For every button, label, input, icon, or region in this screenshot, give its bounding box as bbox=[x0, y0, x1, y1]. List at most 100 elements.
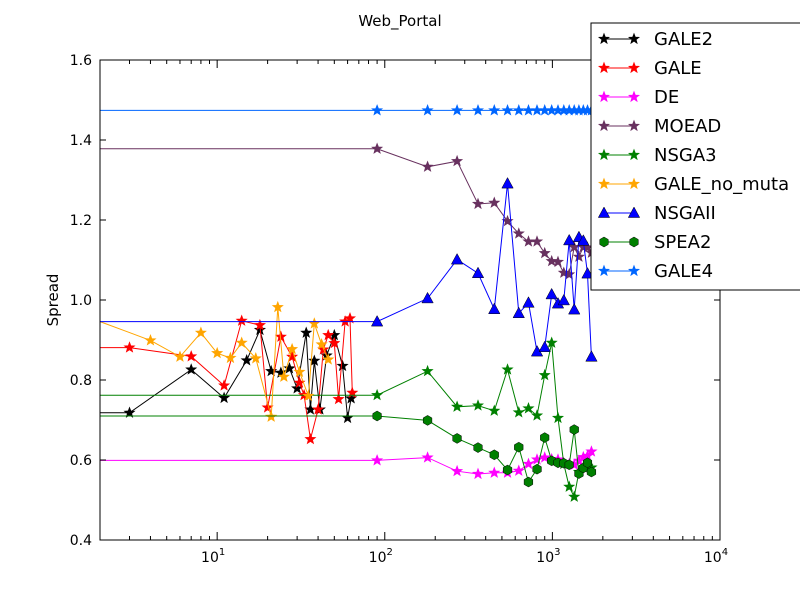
legend-item-nsga3: NSGA3 bbox=[597, 145, 717, 166]
data-point-nsgaii bbox=[450, 253, 464, 265]
data-point-spea2 bbox=[452, 433, 462, 444]
data-point-gale-no-muta bbox=[224, 351, 237, 364]
data-point-nsga3 bbox=[563, 480, 576, 492]
legend-marker bbox=[627, 90, 641, 103]
series-nsgaii bbox=[100, 177, 598, 362]
y-tick-label: 1.0 bbox=[70, 293, 92, 309]
series-gale-no-muta bbox=[99, 300, 335, 422]
y-tick-label: 0.6 bbox=[70, 453, 92, 469]
data-point-moead bbox=[530, 235, 544, 247]
data-point-de bbox=[371, 454, 384, 466]
legend-marker bbox=[597, 32, 611, 45]
x-tick-label: 101 bbox=[201, 547, 225, 566]
legend-marker bbox=[627, 148, 641, 161]
data-point-spea2 bbox=[502, 464, 513, 476]
data-point-nsgaii bbox=[471, 266, 485, 278]
series-line-gale bbox=[100, 317, 353, 440]
data-point-gale-no-muta bbox=[315, 338, 328, 350]
data-point-gale bbox=[235, 314, 248, 326]
y-tick-label: 1.4 bbox=[70, 133, 92, 149]
x-tick-label: 104 bbox=[704, 547, 728, 566]
data-point-gale bbox=[185, 350, 198, 362]
data-point-moead bbox=[557, 266, 570, 278]
data-point-gale bbox=[343, 312, 357, 324]
legend-label: SPEA2 bbox=[654, 232, 711, 253]
legend-label: NSGA3 bbox=[654, 145, 717, 166]
data-point-gale bbox=[311, 403, 325, 415]
legend-marker bbox=[629, 236, 639, 248]
data-point-gale-no-muta bbox=[235, 336, 248, 348]
data-point-de bbox=[522, 457, 535, 470]
legend-label: DE bbox=[654, 87, 679, 108]
data-point-nsga3 bbox=[450, 400, 464, 412]
legend-marker bbox=[597, 61, 611, 74]
data-point-gale bbox=[218, 379, 231, 391]
data-point-nsga3 bbox=[538, 368, 551, 381]
data-point-nsgaii bbox=[563, 233, 576, 246]
data-point-nsga3 bbox=[512, 406, 525, 418]
data-point-gale bbox=[293, 376, 306, 388]
data-point-gale-no-muta bbox=[249, 352, 262, 364]
data-point-gale2 bbox=[300, 326, 313, 338]
data-point-de bbox=[530, 453, 544, 465]
data-point-gale bbox=[332, 392, 345, 405]
data-point-nsga3 bbox=[488, 404, 501, 416]
data-point-gale-no-muta bbox=[211, 346, 224, 359]
legend-marker bbox=[597, 206, 611, 218]
data-point-nsgaii bbox=[545, 287, 558, 300]
legend-item-gale2: GALE2 bbox=[597, 29, 713, 50]
data-point-gale4 bbox=[450, 104, 464, 116]
y-axis-label: Spread bbox=[44, 274, 62, 327]
data-point-gale2 bbox=[123, 406, 136, 418]
data-point-nsga3 bbox=[545, 336, 558, 348]
legend-marker bbox=[627, 119, 641, 132]
data-point-spea2 bbox=[582, 457, 593, 469]
data-point-gale-no-muta bbox=[293, 365, 306, 378]
data-point-spea2 bbox=[473, 442, 483, 453]
legend: GALE2 GALE DE MOEAD NSGA3 GALE_no_muta NSGAII S… bbox=[590, 22, 800, 291]
data-point-gale4 bbox=[371, 104, 384, 116]
data-point-spea2 bbox=[586, 466, 597, 478]
chart-title: Web_Portal bbox=[358, 12, 441, 31]
data-point-moead bbox=[545, 254, 558, 267]
data-point-moead bbox=[538, 246, 551, 259]
legend-marker bbox=[597, 90, 611, 103]
legend-item-gale-no-muta: GALE_no_muta bbox=[597, 174, 789, 195]
x-tick-label: 102 bbox=[369, 547, 393, 566]
data-point-de bbox=[585, 445, 598, 457]
y-tick-label: 0.4 bbox=[70, 533, 92, 549]
legend-marker bbox=[627, 61, 641, 74]
data-point-gale bbox=[123, 341, 136, 353]
legend-marker bbox=[627, 264, 641, 277]
legend-marker bbox=[597, 119, 611, 132]
data-point-gale bbox=[286, 350, 299, 362]
data-point-gale bbox=[304, 432, 317, 445]
data-point-gale2 bbox=[283, 362, 296, 374]
data-point-de bbox=[421, 451, 434, 463]
data-point-nsgaii bbox=[512, 306, 525, 318]
data-point-gale-no-muta bbox=[173, 350, 187, 362]
data-point-gale2 bbox=[185, 363, 198, 375]
x-tick-label: 103 bbox=[536, 547, 560, 566]
data-point-nsgaii bbox=[557, 293, 570, 306]
legend-item-gale: GALE bbox=[597, 58, 702, 79]
legend-label: GALE4 bbox=[654, 261, 713, 282]
data-point-nsgaii bbox=[488, 302, 501, 314]
legend-label: GALE bbox=[654, 58, 702, 79]
data-point-moead bbox=[371, 142, 384, 154]
data-point-spea2 bbox=[564, 459, 574, 471]
data-point-nsgaii bbox=[370, 315, 384, 327]
legend-label: MOEAD bbox=[654, 116, 721, 137]
legend-item-moead: MOEAD bbox=[597, 116, 721, 137]
legend-label: NSGAII bbox=[654, 203, 716, 224]
series-gale bbox=[100, 312, 359, 445]
data-point-moead bbox=[512, 227, 525, 239]
data-point-spea2 bbox=[372, 410, 382, 422]
data-point-gale-no-muta bbox=[322, 353, 335, 365]
data-point-moead bbox=[572, 250, 586, 262]
series-layer bbox=[99, 104, 598, 502]
data-point-nsgaii bbox=[581, 267, 594, 279]
data-point-nsga3 bbox=[551, 411, 565, 424]
legend-item-gale4: GALE4 bbox=[597, 261, 713, 282]
data-point-de bbox=[471, 467, 485, 480]
